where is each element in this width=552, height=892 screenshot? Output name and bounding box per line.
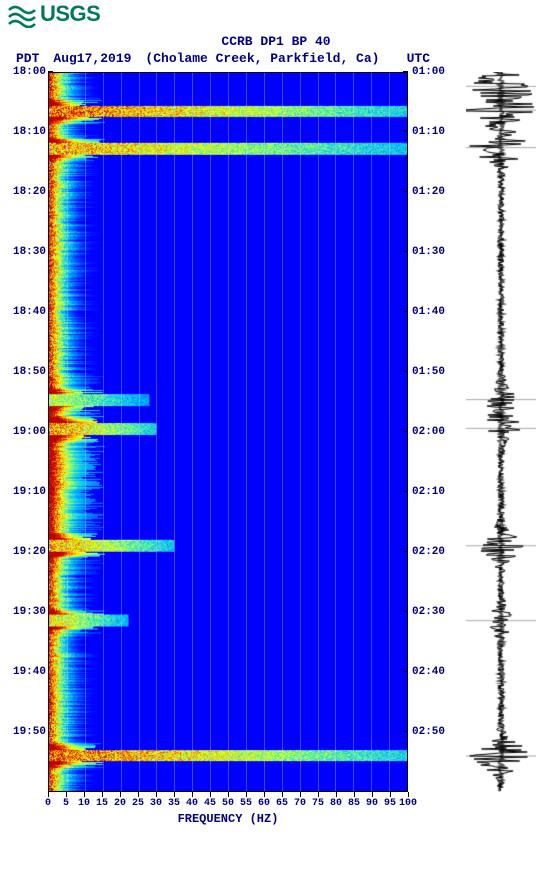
freq-tick-label: 80 xyxy=(330,798,342,809)
freq-tick-label: 85 xyxy=(348,798,360,809)
frequency-axis-label: FREQUENCY (HZ) xyxy=(48,812,408,826)
freq-tick-label: 10 xyxy=(78,798,90,809)
tz-right-label: UTC xyxy=(407,51,430,66)
left-tick-label: 18:10 xyxy=(13,126,46,138)
freq-tick-label: 35 xyxy=(168,798,180,809)
right-tick-label: 02:00 xyxy=(412,426,445,438)
left-tick-label: 19:40 xyxy=(13,666,46,678)
right-tick-label: 01:00 xyxy=(412,66,445,78)
spectrogram-panel xyxy=(48,72,408,792)
seismogram-panel xyxy=(466,72,536,792)
frequency-axis: FREQUENCY (HZ) 0 5 10 15 20 25 30 35 40 45 50 55 60 6… xyxy=(48,792,408,826)
left-tick-label: 18:30 xyxy=(13,246,46,258)
left-tick-label: 18:40 xyxy=(13,306,46,318)
right-tick-label: 01:20 xyxy=(412,186,445,198)
freq-tick-label: 15 xyxy=(96,798,108,809)
freq-tick-label: 50 xyxy=(222,798,234,809)
right-tick-label: 01:50 xyxy=(412,366,445,378)
right-tick-label: 02:10 xyxy=(412,486,445,498)
right-tick-label: 02:20 xyxy=(412,546,445,558)
freq-tick-label: 90 xyxy=(366,798,378,809)
tz-left-label: PDT xyxy=(16,51,39,66)
right-tick-label: 01:30 xyxy=(412,246,445,258)
date-label: Aug17,2019 xyxy=(53,51,131,66)
left-tick-label: 18:20 xyxy=(13,186,46,198)
freq-tick-label: 70 xyxy=(294,798,306,809)
freq-tick-label: 95 xyxy=(384,798,396,809)
freq-tick-label: 100 xyxy=(399,798,417,809)
plot-title: CCRB DP1 BP 40 xyxy=(8,34,544,51)
left-time-axis: 18:0018:1018:2018:3018:4018:5019:0019:10… xyxy=(8,72,48,792)
seismogram-canvas xyxy=(466,72,536,792)
left-tick-label: 18:50 xyxy=(13,366,46,378)
freq-tick-label: 65 xyxy=(276,798,288,809)
freq-tick-label: 30 xyxy=(150,798,162,809)
logo-text: USGS xyxy=(40,1,100,27)
usgs-logo: USGS xyxy=(8,0,544,28)
freq-tick-label: 5 xyxy=(63,798,69,809)
location-label: (Cholame Creek, Parkfield, Ca) xyxy=(145,51,379,66)
left-tick-label: 19:50 xyxy=(13,726,46,738)
plot-subtitle-row: PDT Aug17,2019 (Cholame Creek, Parkfield… xyxy=(8,51,544,66)
left-tick-label: 19:20 xyxy=(13,546,46,558)
right-tick-label: 01:10 xyxy=(412,126,445,138)
left-tick-label: 18:00 xyxy=(13,66,46,78)
freq-tick-label: 25 xyxy=(132,798,144,809)
left-tick-label: 19:30 xyxy=(13,606,46,618)
freq-tick-label: 60 xyxy=(258,798,270,809)
right-tick-label: 01:40 xyxy=(412,306,445,318)
spectrogram-canvas xyxy=(49,73,407,791)
left-tick-label: 19:00 xyxy=(13,426,46,438)
freq-tick-label: 0 xyxy=(45,798,51,809)
right-tick-label: 02:40 xyxy=(412,666,445,678)
right-tick-label: 02:50 xyxy=(412,726,445,738)
freq-tick-label: 40 xyxy=(186,798,198,809)
right-tick-label: 02:30 xyxy=(412,606,445,618)
left-tick-label: 19:10 xyxy=(13,486,46,498)
right-time-axis: 01:0001:1001:2001:3001:4001:5002:0002:10… xyxy=(408,72,448,792)
wave-icon xyxy=(8,0,36,28)
freq-tick-label: 20 xyxy=(114,798,126,809)
plot-area: 18:0018:1018:2018:3018:4018:5019:0019:10… xyxy=(8,72,544,792)
freq-tick-label: 45 xyxy=(204,798,216,809)
freq-tick-label: 55 xyxy=(240,798,252,809)
freq-tick-label: 75 xyxy=(312,798,324,809)
